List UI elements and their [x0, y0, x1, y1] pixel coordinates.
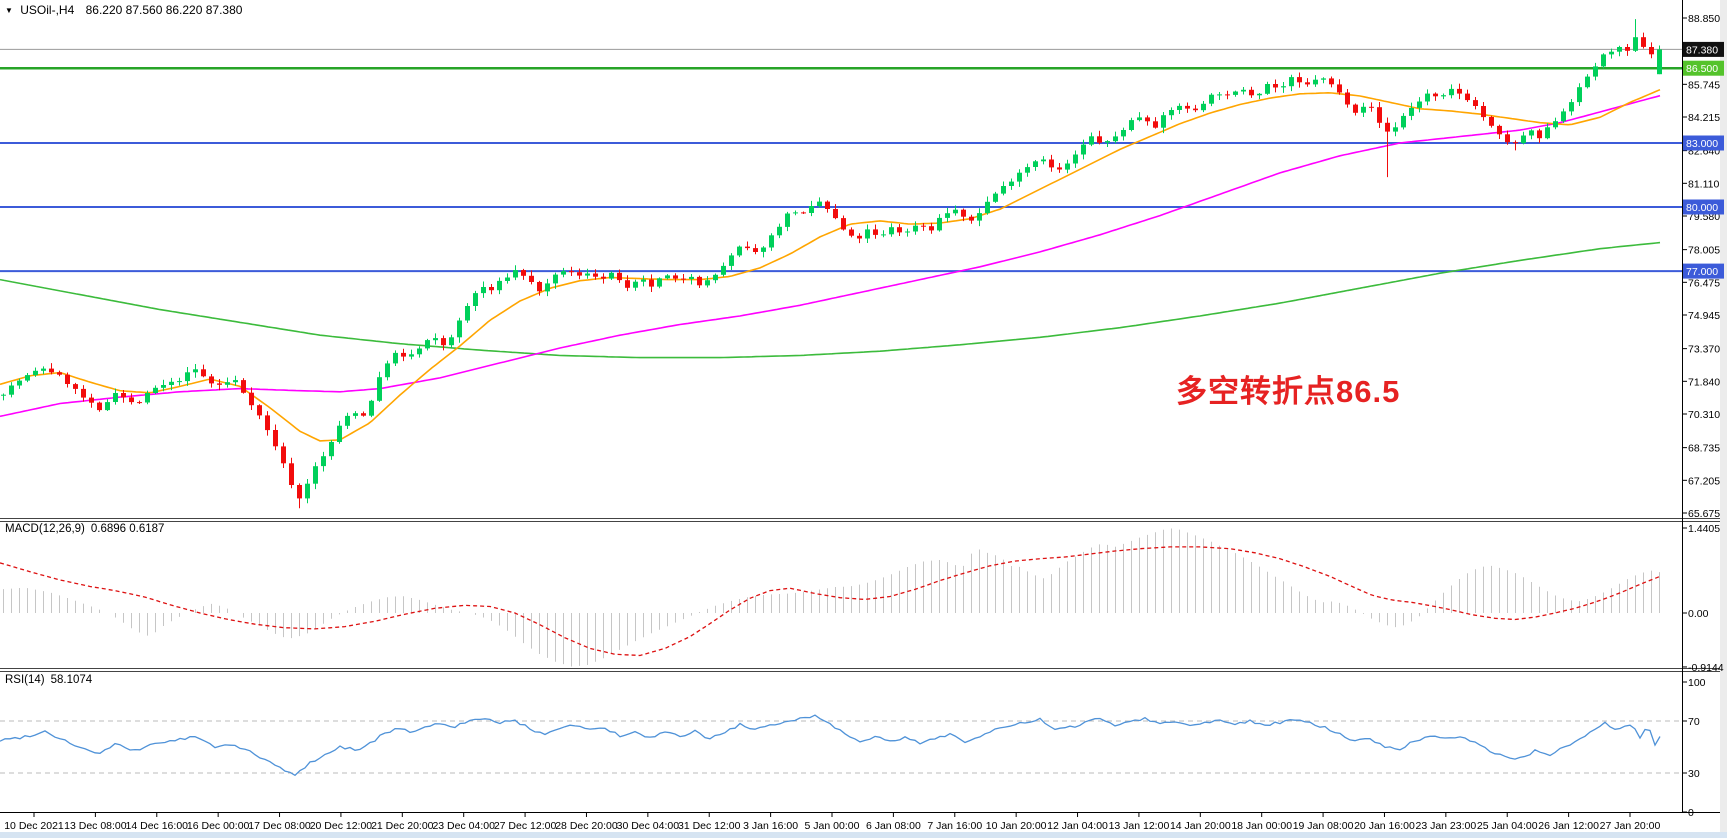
svg-text:28 Dec 20:00: 28 Dec 20:00 [555, 820, 618, 832]
svg-text:70.310: 70.310 [1688, 409, 1720, 421]
svg-text:23 Jan 23:00: 23 Jan 23:00 [1415, 820, 1476, 832]
svg-text:25 Jan 04:00: 25 Jan 04:00 [1477, 820, 1538, 832]
svg-text:73.370: 73.370 [1688, 344, 1720, 356]
svg-text:17 Dec 08:00: 17 Dec 08:00 [248, 820, 311, 832]
chart-title: ▼ USOil-,H4 86.220 87.560 86.220 87.380 [5, 3, 242, 17]
svg-text:26 Jan 12:00: 26 Jan 12:00 [1538, 820, 1599, 832]
macd-panel[interactable] [0, 522, 1682, 668]
price-badge [1683, 41, 1724, 57]
svg-text:30 Dec 04:00: 30 Dec 04:00 [617, 820, 680, 832]
svg-text:81.110: 81.110 [1688, 178, 1719, 190]
svg-text:71.840: 71.840 [1688, 376, 1720, 388]
ma-mid-line [0, 94, 1661, 418]
svg-text:88.850: 88.850 [1688, 13, 1720, 25]
candles-layer [1, 19, 1662, 509]
macd-current-values: 0.6896 0.6187 [90, 523, 165, 535]
price-badge [1683, 263, 1724, 279]
svg-text:70: 70 [1688, 716, 1700, 728]
rsi-current-value: 58.1074 [50, 674, 93, 686]
svg-text:84.215: 84.215 [1688, 112, 1720, 124]
rsi-panel[interactable] [0, 672, 1682, 812]
svg-text:6 Jan 08:00: 6 Jan 08:00 [866, 820, 921, 832]
svg-text:12 Jan 04:00: 12 Jan 04:00 [1047, 820, 1108, 832]
horizontal-levels[interactable] [0, 48, 1682, 273]
svg-text:86.500: 86.500 [1686, 63, 1718, 75]
symbol-collapse-icon[interactable]: ▼ [5, 6, 13, 15]
svg-text:7 Jan 16:00: 7 Jan 16:00 [927, 820, 982, 832]
price-badge [1683, 135, 1724, 151]
svg-text:65.675: 65.675 [1688, 508, 1720, 520]
price-badge [1683, 199, 1724, 215]
svg-text:83.000: 83.000 [1686, 138, 1718, 150]
main-price-panel[interactable] [0, 0, 1682, 518]
svg-text:23 Dec 04:00: 23 Dec 04:00 [432, 820, 495, 832]
svg-text:0.00: 0.00 [1688, 608, 1709, 620]
text-annotation[interactable]: 多空转折点86.5 [1176, 374, 1401, 409]
svg-text:14 Dec 16:00: 14 Dec 16:00 [126, 820, 189, 832]
svg-text:18 Jan 00:00: 18 Jan 00:00 [1231, 820, 1292, 832]
svg-text:13 Dec 08:00: 13 Dec 08:00 [64, 820, 127, 832]
svg-text:16 Dec 00:00: 16 Dec 00:00 [187, 820, 250, 832]
price-badge [1683, 60, 1724, 76]
symbol-timeframe-label: USOil-,H4 [20, 3, 75, 17]
rsi-name: RSI(14) [5, 674, 45, 686]
svg-text:68.735: 68.735 [1688, 443, 1720, 455]
svg-text:13 Jan 12:00: 13 Jan 12:00 [1109, 820, 1170, 832]
svg-text:78.005: 78.005 [1688, 245, 1720, 257]
svg-text:87.380: 87.380 [1686, 44, 1718, 56]
svg-text:27 Dec 12:00: 27 Dec 12:00 [494, 820, 557, 832]
macd-indicator-label: MACD(12,26,9) 0.6896 0.6187 [5, 523, 164, 535]
svg-text:31 Dec 12:00: 31 Dec 12:00 [678, 820, 741, 832]
svg-text:20 Dec 12:00: 20 Dec 12:00 [310, 820, 373, 832]
rsi-indicator-label: RSI(14) 58.1074 [5, 674, 92, 686]
rsi-line [0, 714, 1661, 777]
svg-text:10 Dec 2021: 10 Dec 2021 [4, 820, 64, 832]
svg-text:3 Jan 16:00: 3 Jan 16:00 [743, 820, 798, 832]
svg-text:67.205: 67.205 [1688, 475, 1720, 487]
svg-text:1.4405: 1.4405 [1688, 523, 1720, 535]
svg-text:20 Jan 16:00: 20 Jan 16:00 [1354, 820, 1415, 832]
svg-text:100: 100 [1688, 677, 1706, 689]
svg-text:27 Jan 20:00: 27 Jan 20:00 [1600, 820, 1661, 832]
svg-text:14 Jan 20:00: 14 Jan 20:00 [1170, 820, 1231, 832]
svg-text:5 Jan 00:00: 5 Jan 00:00 [805, 820, 860, 832]
svg-text:-0.9144: -0.9144 [1688, 662, 1724, 674]
ohlc-values: 86.220 87.560 86.220 87.380 [85, 3, 243, 17]
macd-histogram [3, 528, 1660, 667]
window-edge [1720, 0, 1727, 832]
ma-slow-line [0, 241, 1661, 359]
svg-text:0: 0 [1688, 807, 1694, 819]
svg-text:74.945: 74.945 [1688, 310, 1720, 322]
macd-name: MACD(12,26,9) [5, 523, 85, 535]
ma-fast-line [0, 88, 1661, 442]
svg-text:10 Jan 20:00: 10 Jan 20:00 [986, 820, 1047, 832]
bottom-strip [0, 832, 1727, 838]
svg-text:21 Dec 20:00: 21 Dec 20:00 [371, 820, 434, 832]
svg-text:85.745: 85.745 [1688, 79, 1720, 91]
svg-text:80.000: 80.000 [1686, 202, 1718, 214]
svg-text:76.475: 76.475 [1688, 277, 1720, 289]
svg-text:19 Jan 08:00: 19 Jan 08:00 [1293, 820, 1354, 832]
svg-text:30: 30 [1688, 768, 1700, 780]
svg-text:77.000: 77.000 [1686, 266, 1718, 278]
price-axis[interactable]: 88.85085.74584.21582.64081.11079.58078.0… [1682, 13, 1724, 520]
